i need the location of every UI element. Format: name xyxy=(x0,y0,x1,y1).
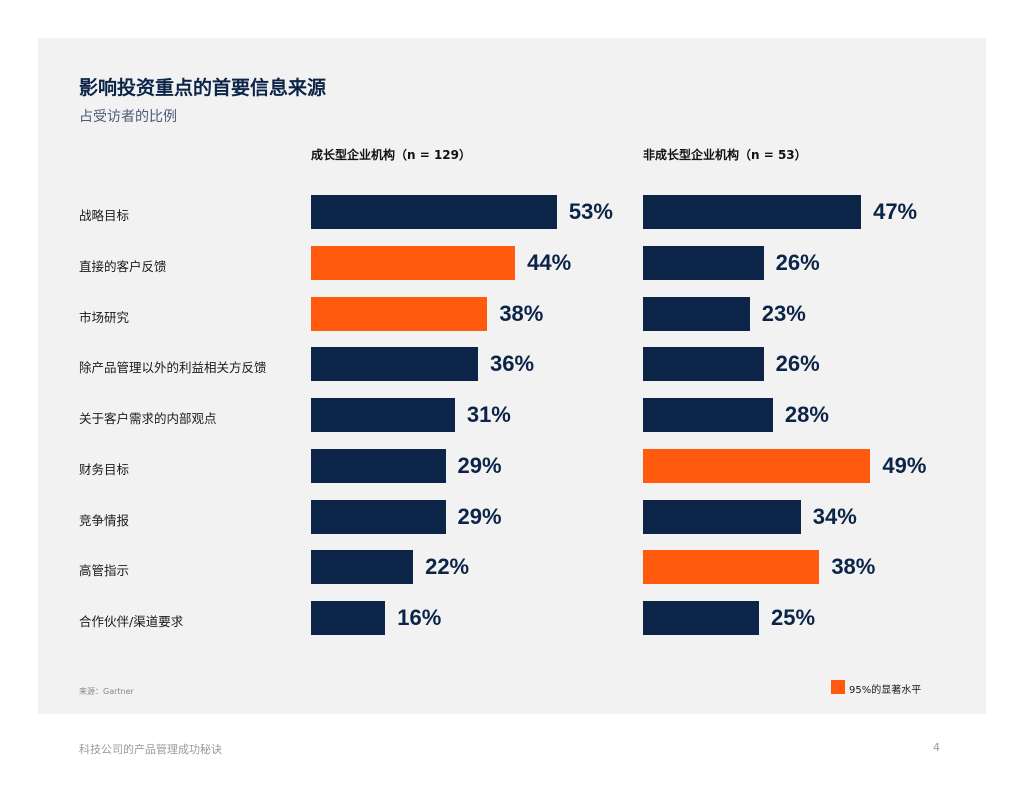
category-label: 直接的客户反馈 xyxy=(79,258,167,274)
bar-value-label: 29% xyxy=(457,452,502,478)
bar-value-label: 25% xyxy=(771,605,816,630)
bar-value-label: 16% xyxy=(397,605,442,630)
bar-value-label: 53% xyxy=(568,199,613,224)
series-header-growth: 成长型企业机构（n = 129） xyxy=(311,148,472,162)
bar-value-label: 34% xyxy=(812,503,857,529)
source-note: 来源：Gartner xyxy=(79,687,134,696)
bar-value-label: 26% xyxy=(775,249,820,275)
bar-value-label: 47% xyxy=(873,199,918,224)
bar-value-label: 22% xyxy=(425,554,470,580)
bar-value-label: 29% xyxy=(457,503,502,529)
bar-nongrowth xyxy=(643,296,750,331)
bar-value-label: 38% xyxy=(499,300,544,326)
bar-value-label: 44% xyxy=(527,249,572,275)
bar-growth xyxy=(311,347,479,382)
bar-value-label: 49% xyxy=(882,452,927,478)
category-label: 合作伙伴/渠道要求 xyxy=(79,614,184,629)
bar-nongrowth xyxy=(643,601,759,635)
bar-value-label: 36% xyxy=(490,351,535,377)
category-label: 市场研究 xyxy=(79,309,130,325)
bar-nongrowth xyxy=(643,499,801,534)
bar-nongrowth xyxy=(643,448,871,483)
page-number: 4 xyxy=(933,741,940,754)
chart-panel xyxy=(38,38,986,714)
series-header-nongrowth: 非成长型企业机构（n = 53） xyxy=(643,148,807,162)
category-label: 关于客户需求的内部观点 xyxy=(79,411,217,426)
legend-swatch xyxy=(831,680,845,694)
bar-growth xyxy=(311,296,488,331)
category-label: 战略目标 xyxy=(79,208,130,223)
bar-nongrowth xyxy=(643,550,820,585)
category-label: 除产品管理以外的利益相关方反馈 xyxy=(79,360,267,376)
bar-nongrowth xyxy=(643,347,764,382)
category-label: 高管指示 xyxy=(79,563,130,579)
bar-growth xyxy=(311,398,455,432)
chart-title: 影响投资重点的首要信息来源 xyxy=(79,77,327,99)
bar-growth xyxy=(311,448,446,483)
bar-value-label: 26% xyxy=(775,351,820,377)
footer-text: 科技公司的产品管理成功秘诀 xyxy=(79,743,222,756)
bar-nongrowth xyxy=(643,398,773,432)
bar-value-label: 28% xyxy=(784,402,829,427)
bar-growth xyxy=(311,550,414,585)
bar-growth xyxy=(311,601,386,635)
chart-subtitle: 占受访者的比例 xyxy=(79,109,177,125)
bar-nongrowth xyxy=(643,195,862,229)
bar-growth xyxy=(311,499,446,534)
category-label: 财务目标 xyxy=(79,461,130,477)
legend-label: 95%的显著水平 xyxy=(849,685,922,696)
bar-growth xyxy=(311,245,516,280)
bar-value-label: 23% xyxy=(761,300,806,326)
category-label: 竞争情报 xyxy=(79,512,130,528)
bar-growth xyxy=(311,195,557,229)
bar-value-label: 38% xyxy=(831,554,876,580)
bar-nongrowth xyxy=(643,245,764,280)
bar-value-label: 31% xyxy=(466,402,511,427)
